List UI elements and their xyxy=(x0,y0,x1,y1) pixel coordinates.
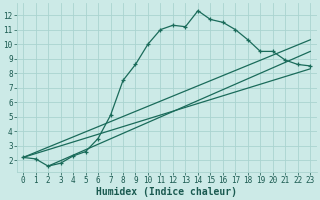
X-axis label: Humidex (Indice chaleur): Humidex (Indice chaleur) xyxy=(96,186,237,197)
